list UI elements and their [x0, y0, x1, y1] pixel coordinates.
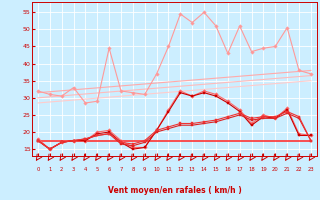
X-axis label: Vent moyen/en rafales ( km/h ): Vent moyen/en rafales ( km/h )	[108, 186, 241, 195]
